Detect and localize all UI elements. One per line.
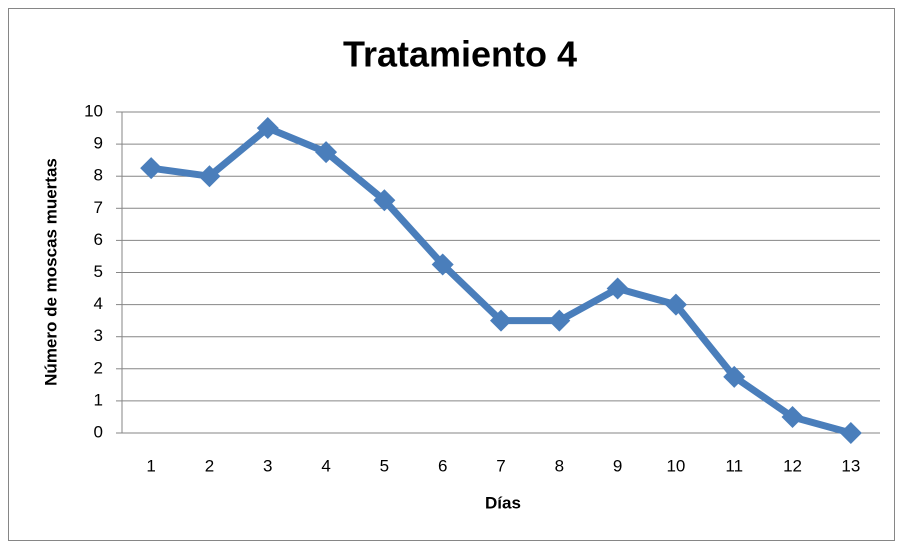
data-point bbox=[781, 405, 804, 428]
x-tick-label: 5 bbox=[380, 456, 389, 475]
y-tick-label: 5 bbox=[94, 262, 103, 281]
y-tick-label: 10 bbox=[84, 101, 103, 120]
x-axis-label: Días bbox=[485, 493, 521, 512]
x-tick-label: 13 bbox=[841, 456, 860, 475]
data-point bbox=[606, 277, 629, 300]
data-point bbox=[315, 141, 338, 164]
y-tick-label: 6 bbox=[94, 230, 103, 249]
x-tick-label: 12 bbox=[783, 456, 802, 475]
data-point bbox=[140, 157, 163, 180]
data-point bbox=[664, 293, 687, 316]
x-tick-label: 3 bbox=[263, 456, 272, 475]
y-tick-label: 0 bbox=[94, 422, 103, 441]
x-tick-label: 10 bbox=[666, 456, 685, 475]
y-tick-label: 9 bbox=[94, 134, 103, 153]
data-point bbox=[373, 189, 396, 212]
y-axis-label: Número de moscas muertas bbox=[41, 158, 60, 386]
data-point bbox=[490, 309, 512, 332]
x-tick-label: 1 bbox=[146, 456, 155, 475]
y-tick-label: 4 bbox=[94, 294, 103, 313]
data-point bbox=[198, 165, 221, 188]
data-point bbox=[431, 253, 454, 276]
x-tick-label: 7 bbox=[496, 456, 505, 475]
x-tick-label: 9 bbox=[613, 456, 622, 475]
data-point bbox=[839, 422, 862, 444]
y-tick-label: 3 bbox=[94, 326, 103, 345]
y-tick-label: 2 bbox=[94, 358, 103, 377]
x-tick-label: 2 bbox=[205, 456, 214, 475]
x-tick-label: 11 bbox=[725, 456, 743, 475]
y-tick-label: 7 bbox=[94, 198, 103, 217]
y-tick-label: 1 bbox=[94, 390, 103, 409]
chart-title: Tratamiento 4 bbox=[343, 34, 577, 75]
x-tick-label: 4 bbox=[321, 456, 330, 475]
data-point bbox=[256, 117, 279, 140]
y-tick-label: 8 bbox=[94, 166, 103, 185]
data-point bbox=[548, 309, 571, 332]
x-tick-label: 8 bbox=[555, 456, 564, 475]
data-point bbox=[723, 365, 746, 388]
x-tick-label: 6 bbox=[438, 456, 447, 475]
